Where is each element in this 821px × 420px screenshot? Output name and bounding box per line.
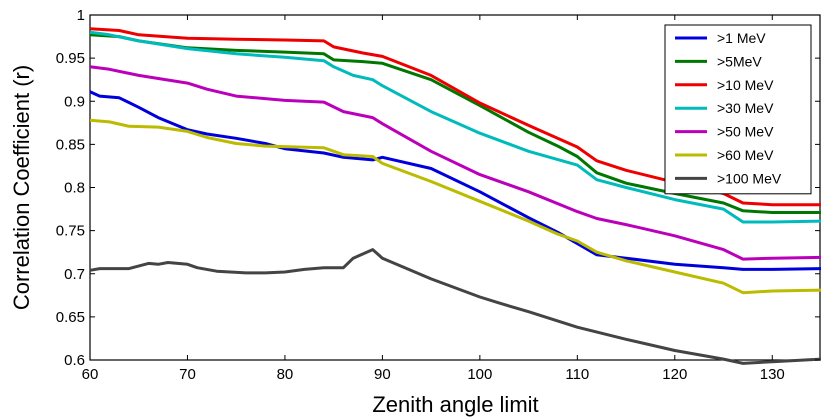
legend-label: >50 MeV [717,124,774,140]
x-tick-label: 80 [277,366,294,383]
x-tick-label: 60 [82,366,99,383]
legend-label: >10 MeV [717,77,774,93]
legend-label: >100 MeV [717,170,782,186]
y-tick-label: 0.95 [56,50,85,67]
x-tick-label: 100 [467,366,492,383]
x-tick-label: 130 [760,366,785,383]
x-tick-label: 110 [565,366,589,383]
y-tick-label: 0.65 [56,309,85,326]
series-layer [89,27,821,365]
y-tick-label: 0.75 [56,223,85,240]
x-tick-label: 120 [662,366,687,383]
series-line-5 [89,65,821,261]
x-axis-label: Zenith angle limit [372,392,538,417]
series-line-4 [89,30,821,224]
x-tick-label: 90 [374,366,391,383]
legend-label: >1 MeV [717,30,766,46]
series-line-2 [89,33,821,214]
legend-label: >5MeV [717,53,762,69]
series-line-1 [89,90,821,271]
y-axis-label: Correlation Coefficient (r) [9,65,34,310]
y-tick-label: 0.7 [64,266,85,283]
y-tick-label: 0.85 [56,136,85,153]
y-tick-label: 0.9 [64,93,85,110]
series-line-6 [89,118,821,295]
series-line-7 [89,248,821,365]
legend-label: >60 MeV [717,147,774,163]
x-tick-label: 70 [179,366,196,383]
legend-label: >30 MeV [717,100,774,116]
tick-layer: 60 70 80 90 100 110 120 130 0.6 0.65 0.7 0.75 0.8 0.8… [56,7,820,383]
y-tick-label: 1 [77,7,85,24]
y-tick-label: 0.8 [64,180,85,197]
y-tick-label: 0.6 [64,352,85,369]
legend: >1 MeV >5MeV >10 MeV >30 MeV >50 MeV >60 MeV >… [664,24,812,195]
